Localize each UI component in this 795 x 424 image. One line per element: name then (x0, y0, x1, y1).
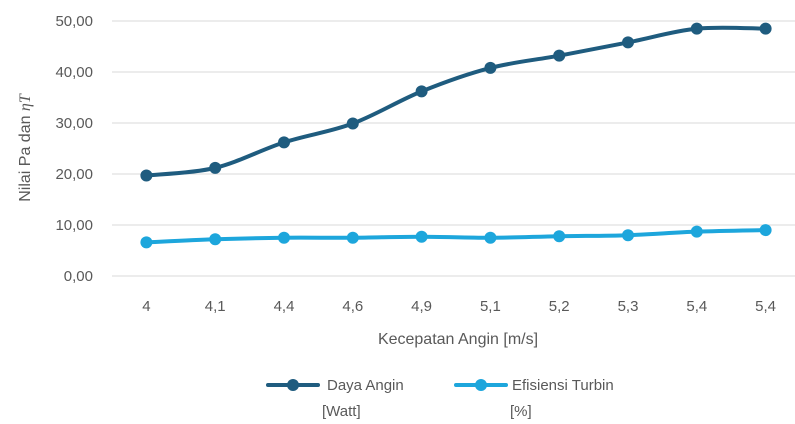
series-2 (140, 224, 772, 249)
data-point (690, 22, 703, 35)
legend-label-line2: [%] (510, 403, 532, 420)
data-point (622, 229, 634, 242)
x-tick-label: 4 (142, 298, 150, 315)
y-axis-title-symbol: ηT (17, 93, 34, 111)
legend: Daya Angin [Watt] Efisiensi Turbin [%] (266, 377, 614, 420)
data-point (484, 231, 497, 244)
gridlines (112, 20, 795, 277)
legend-item-efisiensi-turbin: Efisiensi Turbin [%] (454, 377, 614, 420)
data-point (553, 49, 566, 62)
x-tick-label: 5,4 (755, 298, 776, 315)
legend-label-line1: Daya Angin (327, 377, 404, 394)
x-tick-labels: 4 4,1 4,4 4,6 4,9 5,1 5,2 5,3 5,4 5,4 (142, 298, 776, 315)
x-tick-label: 4,9 (411, 298, 432, 315)
data-point (140, 236, 153, 249)
data-point (346, 117, 359, 130)
data-point (690, 225, 703, 238)
y-tick-label: 30,00 (55, 115, 93, 132)
data-point (759, 22, 772, 35)
x-axis-title: Kecepatan Angin [m/s] (378, 331, 538, 348)
data-point (415, 85, 428, 98)
legend-label-line1: Efisiensi Turbin (512, 377, 614, 394)
y-tick-label: 0,00 (64, 268, 93, 285)
y-tick-labels: 0,00 10,00 20,00 30,00 40,00 50,00 (55, 13, 93, 285)
x-tick-label: 5,2 (549, 298, 570, 315)
data-point (278, 136, 290, 149)
x-tick-label: 4,1 (205, 298, 226, 315)
y-axis-title-prefix: Nilai Pa dan (17, 111, 34, 202)
series-line (144, 25, 768, 178)
y-tick-label: 10,00 (55, 217, 93, 234)
x-tick-label: 4,6 (342, 298, 363, 315)
x-tick-label: 5,3 (618, 298, 639, 315)
series-1 (140, 22, 772, 182)
data-point (140, 169, 153, 182)
y-tick-label: 50,00 (55, 13, 93, 30)
series-group (140, 22, 772, 249)
legend-swatch-marker (287, 379, 299, 391)
data-point (622, 36, 634, 49)
data-point (759, 224, 772, 237)
x-tick-label: 5,1 (480, 298, 501, 315)
legend-item-daya-angin: Daya Angin [Watt] (266, 377, 404, 420)
y-tick-label: 20,00 (55, 166, 93, 183)
data-point (209, 233, 222, 246)
data-point (346, 231, 359, 244)
y-axis-title: Nilai Pa dan ηT (17, 93, 34, 202)
x-tick-label: 5,4 (686, 298, 707, 315)
y-tick-label: 40,00 (55, 64, 93, 81)
series-line (144, 228, 768, 245)
data-point (484, 61, 497, 74)
data-point (278, 231, 290, 244)
x-tick-label: 4,4 (274, 298, 295, 315)
legend-swatch-marker (475, 379, 487, 391)
data-point (415, 230, 428, 243)
data-point (209, 161, 222, 174)
data-point (553, 230, 566, 243)
legend-label-line2: [Watt] (322, 403, 361, 420)
